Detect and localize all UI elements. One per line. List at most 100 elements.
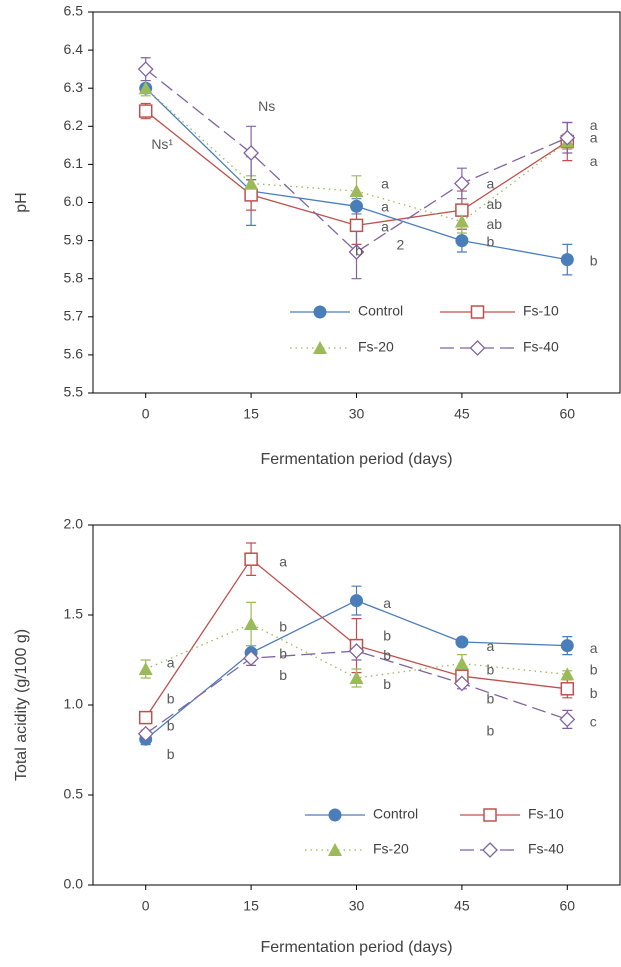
y-tick-label: 0.5 [64, 786, 84, 802]
annotation: b [383, 676, 391, 692]
data-point [138, 104, 153, 118]
data-point [350, 199, 363, 213]
legend-label: Fs-20 [373, 841, 409, 857]
series-line [145, 650, 568, 735]
series-line [145, 623, 568, 679]
x-tick-label: 30 [349, 406, 365, 422]
x-axis-label: Fermentation period (days) [260, 451, 452, 468]
data-point [243, 145, 260, 161]
y-tick-label: 2.0 [64, 516, 84, 532]
annotation: a [279, 554, 287, 570]
annotation: b [279, 645, 287, 661]
y-tick-label: 6.4 [64, 41, 84, 57]
annotation: b [167, 717, 175, 733]
y-tick-label: 0.0 [64, 876, 84, 892]
data-point [453, 675, 470, 692]
annotation: b [279, 618, 287, 634]
data-point [560, 667, 575, 681]
x-tick-label: 0 [142, 406, 150, 422]
series-line [145, 68, 568, 253]
data-point [138, 81, 153, 95]
y-tick-label: 5.7 [64, 308, 84, 324]
legend-label: Fs-20 [358, 339, 394, 355]
y-tick-label: 5.9 [64, 231, 84, 247]
annotation: b [486, 690, 494, 706]
annotation: b [590, 662, 598, 678]
annotation: a [590, 640, 598, 656]
y-tick-label: 6.0 [64, 193, 84, 209]
annotation: b [167, 690, 175, 706]
annotation: b [486, 723, 494, 739]
y-tick-label: 5.5 [64, 384, 84, 400]
annotation: b [486, 662, 494, 678]
annotation: c [590, 714, 597, 730]
data-point [560, 253, 574, 267]
annotation: b [167, 746, 175, 762]
annotation: b [590, 685, 598, 701]
data-point [138, 662, 153, 675]
data-point [560, 639, 574, 653]
y-axis-label: pH [13, 192, 30, 212]
data-point [244, 176, 259, 190]
data-point [559, 711, 576, 728]
y-tick-label: 6.1 [64, 155, 84, 171]
x-axis-label: Fermentation period (days) [260, 939, 452, 956]
legend-label: Fs-10 [523, 303, 559, 319]
x-tick-label: 45 [454, 406, 470, 422]
data-point [244, 552, 258, 566]
legend-label: Fs-40 [523, 339, 559, 355]
legend-label: Fs-10 [528, 806, 564, 822]
data-point [560, 682, 575, 696]
annotation: a [381, 176, 389, 192]
y-axis-label: Total acidity (g/100 g) [13, 629, 30, 781]
annotation: a [381, 219, 389, 235]
legend-label: Control [358, 303, 403, 319]
legend-label: Fs-40 [528, 841, 564, 857]
legend-marker [313, 305, 327, 319]
annotation: a [590, 117, 598, 133]
y-tick-label: 1.0 [64, 696, 84, 712]
annotation: a [167, 654, 175, 670]
data-point [559, 129, 576, 146]
y-tick-label: 6.5 [64, 3, 84, 19]
x-tick-label: 15 [243, 406, 259, 422]
annotation: Ns [258, 98, 275, 114]
data-point [455, 203, 469, 217]
annotation: Ns¹ [151, 136, 173, 152]
legend-marker [482, 842, 498, 858]
x-tick-label: 60 [560, 406, 576, 422]
data-point [455, 635, 469, 649]
annotation: b [590, 253, 598, 269]
data-point [349, 218, 364, 233]
annotation: a [381, 199, 389, 215]
data-point [243, 650, 260, 667]
legend-marker [483, 808, 497, 822]
y-tick-label: 1.5 [64, 606, 84, 622]
annotation: b [383, 627, 391, 643]
annotation: a [590, 130, 598, 146]
legend-marker [328, 808, 342, 822]
annotation: a [590, 153, 598, 169]
annotation: a [486, 638, 494, 654]
data-point [350, 594, 363, 608]
y-tick-label: 5.6 [64, 346, 84, 362]
y-tick-label: 6.3 [64, 79, 84, 95]
data-point [244, 188, 258, 202]
x-tick-label: 30 [349, 898, 365, 914]
data-point [454, 656, 469, 670]
data-point [348, 244, 365, 260]
data-point [137, 61, 154, 78]
legend-label: Control [373, 806, 418, 822]
annotation: ab [486, 196, 502, 212]
data-point [453, 175, 470, 192]
legend-marker [469, 340, 486, 356]
x-tick-label: 15 [243, 898, 259, 914]
annotation: b [486, 234, 494, 250]
legend-marker [328, 843, 342, 856]
data-point [348, 643, 365, 659]
annotation: b [383, 647, 391, 663]
annotation: ab [486, 216, 502, 232]
annotation: 2 [397, 237, 405, 253]
annotation: a [486, 176, 494, 192]
